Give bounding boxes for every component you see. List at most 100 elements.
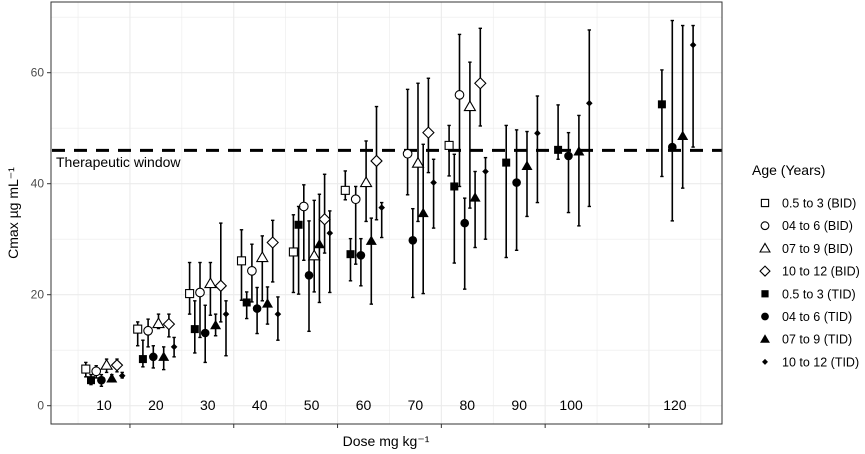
legend-label: 04 to 6 (TID) — [782, 310, 852, 324]
data-point — [190, 300, 199, 354]
marker-diamond — [326, 229, 334, 237]
data-point — [236, 229, 247, 301]
data-point — [408, 207, 418, 299]
marker-triangle — [365, 235, 377, 245]
y-tick-label: 60 — [31, 66, 45, 80]
marker-triangle — [411, 156, 425, 168]
x-axis-label: Dose mg kg⁻¹ — [343, 433, 430, 449]
data-point — [668, 19, 677, 222]
marker-square — [87, 376, 95, 385]
marker-triangle — [313, 238, 325, 249]
marker-circle — [402, 148, 413, 159]
marker-diamond — [110, 358, 124, 372]
marker-square — [444, 140, 454, 150]
marker-diamond — [370, 154, 383, 168]
marker-triangle — [100, 358, 114, 370]
legend-label: 0.5 to 3 (TID) — [782, 287, 856, 301]
data-point — [242, 291, 251, 320]
marker-circle — [304, 270, 314, 280]
data-point — [402, 88, 413, 196]
data-point — [430, 158, 437, 229]
legend-item: 0.5 to 3 (BID) — [760, 197, 856, 211]
data-point — [512, 129, 521, 252]
data-point — [586, 29, 593, 208]
data-point — [138, 339, 147, 368]
marker-triangle — [307, 249, 321, 261]
dose-label: 20 — [148, 397, 164, 413]
legend-label: 07 to 9 (BID) — [782, 242, 853, 256]
legend-item: 07 to 9 (BID) — [759, 242, 853, 256]
marker-circle — [200, 328, 210, 338]
marker-circle — [760, 221, 770, 231]
legend-label: 04 to 6 (BID) — [782, 219, 853, 233]
marker-triangle — [760, 334, 770, 343]
marker-diamond — [762, 358, 768, 365]
data-point — [463, 61, 477, 209]
data-point — [521, 130, 533, 218]
data-point — [356, 237, 366, 287]
data-point — [110, 358, 124, 373]
marker-diamond — [214, 279, 228, 293]
data-point — [450, 153, 459, 264]
marker-diamond — [266, 236, 279, 249]
marker-circle — [761, 312, 769, 321]
marker-square — [138, 355, 147, 364]
data-point — [677, 24, 689, 189]
data-point — [288, 214, 298, 294]
data-point — [554, 104, 563, 160]
data-point — [304, 220, 314, 333]
data-point — [307, 199, 321, 293]
marker-circle — [149, 352, 158, 362]
marker-square — [450, 182, 459, 191]
data-point — [222, 300, 230, 357]
dose-label: 30 — [200, 397, 216, 413]
data-point — [370, 105, 383, 221]
marker-square — [288, 247, 298, 257]
legend-item: 07 to 9 (TID) — [760, 333, 852, 347]
data-point — [185, 261, 195, 315]
marker-triangle — [759, 242, 771, 253]
dose-label: 50 — [304, 397, 320, 413]
marker-triangle — [262, 298, 273, 308]
marker-square — [236, 256, 247, 266]
marker-diamond — [170, 343, 178, 351]
marker-diamond — [118, 372, 126, 380]
data-point — [162, 313, 176, 338]
marker-diamond — [482, 168, 489, 175]
series-0 — [81, 124, 454, 378]
legend-item: 10 to 12 (BID) — [759, 265, 860, 279]
dose-label: 70 — [408, 397, 424, 413]
marker-diamond — [274, 310, 282, 318]
data-point — [133, 321, 143, 347]
data-point — [100, 358, 114, 374]
legend-label: 07 to 9 (TID) — [782, 333, 852, 347]
data-point — [318, 173, 331, 254]
marker-triangle — [469, 192, 481, 202]
marker-diamond — [378, 204, 385, 211]
dose-label: 90 — [511, 397, 527, 413]
marker-triangle — [677, 130, 689, 140]
legend-item: 04 to 6 (BID) — [760, 219, 853, 233]
marker-square — [346, 250, 355, 259]
data-point — [573, 114, 585, 227]
marker-triangle — [359, 175, 373, 188]
series-6 — [106, 24, 689, 383]
data-point — [106, 373, 118, 383]
data-point — [657, 69, 666, 178]
data-point — [118, 371, 126, 380]
data-point — [97, 373, 106, 387]
marker-circle — [143, 325, 153, 336]
marker-triangle — [106, 373, 118, 383]
legend-item: 10 to 12 (TID) — [762, 355, 859, 369]
y-axis-label: Cmax µg mL⁻¹ — [5, 167, 21, 259]
marker-circle — [564, 151, 573, 161]
grid — [51, 2, 722, 424]
data-point — [294, 205, 303, 295]
x-axis — [129, 424, 650, 428]
data-point — [214, 222, 228, 323]
marker-diamond — [422, 126, 435, 139]
data-point — [313, 193, 325, 304]
marker-square — [760, 198, 770, 208]
dose-label: 10 — [96, 397, 112, 413]
